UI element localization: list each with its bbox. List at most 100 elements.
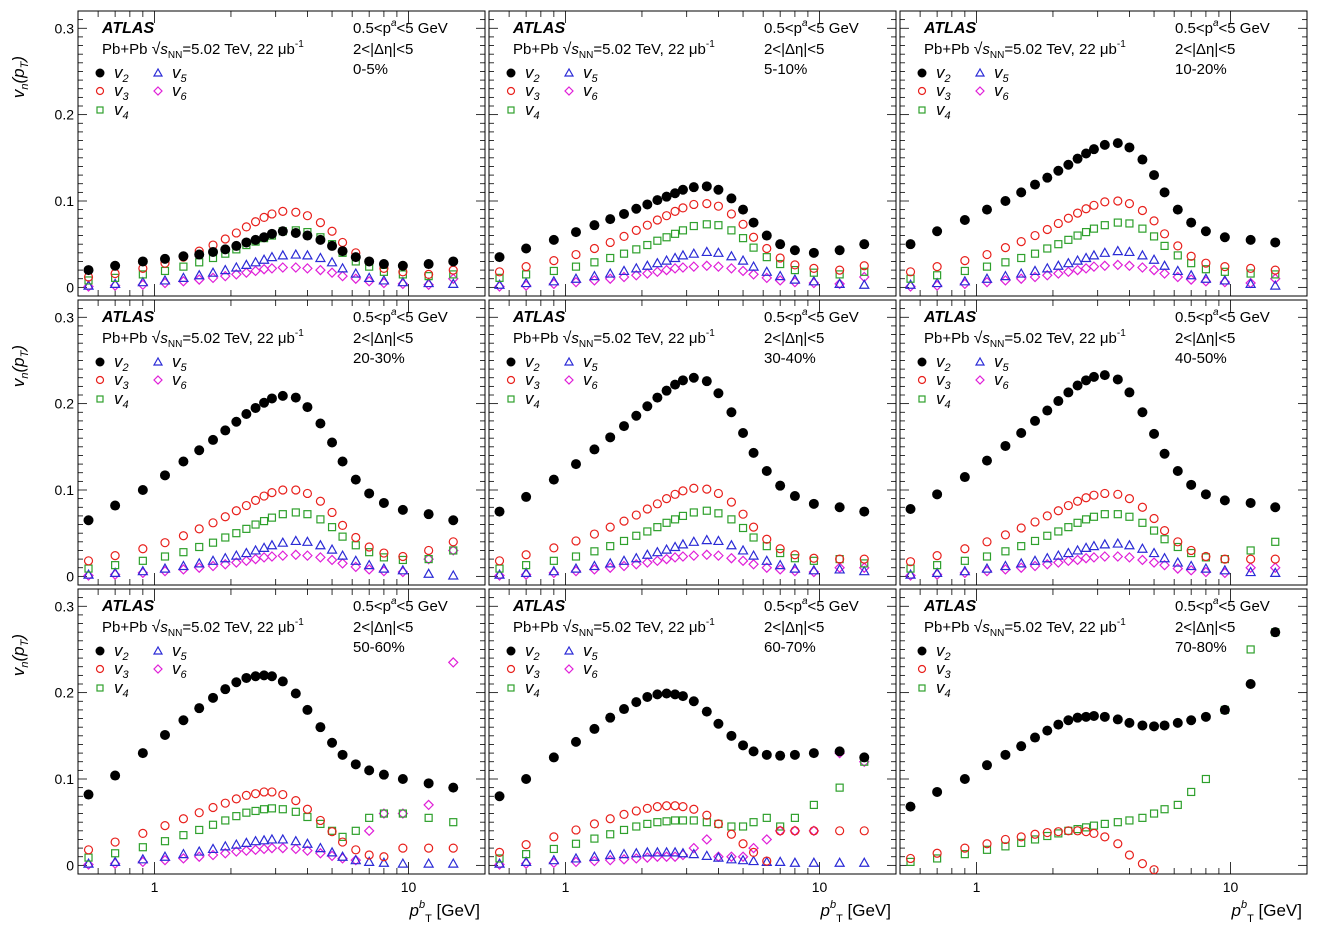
v4-point <box>221 533 230 542</box>
eta-cut-label: 2<|Δη|<5 <box>353 619 413 636</box>
label-part: Pb+Pb <box>513 41 563 58</box>
v2-point <box>859 752 870 763</box>
v6-point <box>363 564 375 575</box>
v5-point <box>1245 278 1257 289</box>
v4-point <box>653 523 662 532</box>
v4-point <box>259 805 269 814</box>
v4-point <box>96 684 104 692</box>
v5-point <box>774 856 786 867</box>
v5-point <box>1148 547 1160 558</box>
label-part: b <box>830 899 836 911</box>
v2-point <box>1112 138 1123 149</box>
v5-point <box>774 559 786 570</box>
v3-point <box>220 798 230 808</box>
v5-point <box>981 562 993 573</box>
v5-point <box>493 568 506 579</box>
v4-point <box>738 234 748 243</box>
v4-point <box>662 518 671 527</box>
v5-point <box>669 541 681 552</box>
v4-point <box>111 273 120 282</box>
v3-point <box>652 499 662 509</box>
v5-point <box>1200 273 1212 283</box>
v2-point <box>250 402 261 413</box>
v3-point <box>748 232 759 242</box>
v6-point <box>241 845 252 857</box>
v2-point <box>494 791 505 802</box>
v5-point <box>661 846 673 857</box>
v3-point <box>379 852 389 862</box>
v2-point <box>110 770 121 781</box>
v3-point <box>327 226 337 236</box>
label-part: √ <box>152 619 161 636</box>
v5-point <box>1123 539 1135 550</box>
pta-cut-label: 0.5<pa<5 GeV <box>1175 307 1270 326</box>
label-part: v <box>525 678 535 697</box>
v2-point <box>713 718 724 729</box>
centrality-label: 70-80% <box>1175 639 1227 656</box>
label-part: √ <box>563 330 572 347</box>
v2-point <box>1172 204 1183 215</box>
label-part: 4 <box>945 399 951 411</box>
data-points <box>905 627 1281 875</box>
label-part: n <box>19 662 31 668</box>
v6-point <box>363 825 375 837</box>
v5-point <box>688 536 700 546</box>
data-points <box>82 390 459 581</box>
v3-point <box>571 536 581 546</box>
v3-point <box>1016 832 1026 842</box>
panel-frame <box>488 10 897 297</box>
v4-point <box>507 106 515 114</box>
label-part: v <box>9 666 28 676</box>
v5-point <box>808 275 820 286</box>
v2-point <box>631 203 642 214</box>
v4-point <box>111 561 120 570</box>
label-part: T <box>19 349 31 357</box>
legend-v5: v5 <box>583 641 599 663</box>
v2-point <box>494 252 505 263</box>
v3-point <box>302 211 313 221</box>
v5-point <box>1200 562 1212 573</box>
v3-point <box>619 231 629 242</box>
v2-point <box>1016 741 1027 752</box>
v3-point <box>138 828 148 839</box>
v5-point <box>350 555 362 565</box>
label-part: v <box>525 641 535 660</box>
v5-point <box>1041 552 1053 563</box>
v2-point <box>266 671 277 682</box>
v6-point <box>652 266 663 278</box>
v4-point <box>1246 546 1255 555</box>
v3-point <box>642 504 652 514</box>
v5-point <box>378 274 390 285</box>
v6-point <box>266 842 278 854</box>
v5-point <box>725 539 737 550</box>
v2-point <box>726 730 737 741</box>
label-part: =5.02 TeV, 22 μb <box>593 619 706 636</box>
v2-point <box>808 247 819 258</box>
v3-point <box>809 263 819 273</box>
label-part: v <box>936 100 946 119</box>
v2-point <box>1124 717 1135 728</box>
v2-point <box>932 226 943 237</box>
v3-point <box>571 825 581 835</box>
data-points <box>82 206 459 292</box>
v2-point <box>859 239 870 250</box>
v3-point <box>1016 236 1026 247</box>
v3-point <box>1186 251 1196 261</box>
v3-point <box>1089 200 1099 210</box>
v4-point <box>590 547 599 556</box>
v2-point <box>631 697 642 708</box>
v5-point <box>737 544 749 555</box>
v4-point <box>776 259 785 269</box>
v5-point <box>337 262 349 273</box>
v3-point <box>506 375 516 385</box>
label-part: 6 <box>592 91 599 103</box>
eta-cut-label: 2<|Δη|<5 <box>1175 330 1235 347</box>
v4-point <box>398 555 407 565</box>
v5-point <box>277 249 289 260</box>
eta-cut-label: 2<|Δη|<5 <box>764 330 824 347</box>
v6-point <box>748 558 759 570</box>
v5-point <box>1072 254 1084 265</box>
label-part: a <box>802 307 808 318</box>
v4-point <box>278 805 287 814</box>
